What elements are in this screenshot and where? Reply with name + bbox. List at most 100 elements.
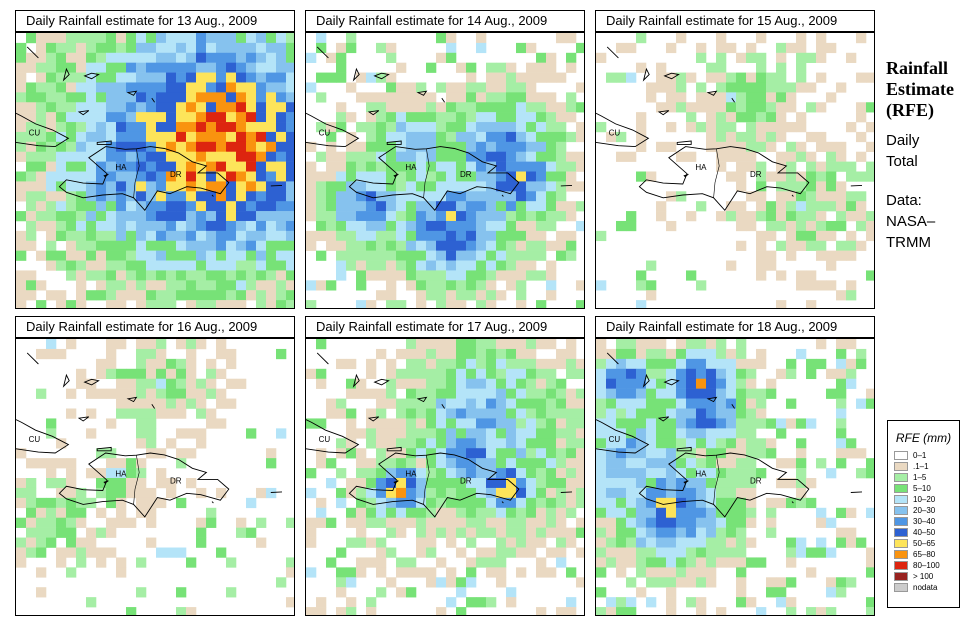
rainfall-cell [236,82,247,93]
legend-swatch [894,495,908,504]
rainfall-cell [356,250,367,261]
rainfall-cell [816,131,827,143]
rainfall-cell [476,161,487,172]
rainfall-cell [496,339,507,350]
rainfall-cell [436,201,447,212]
rainfall-cell [496,220,507,232]
rainfall-cell [136,151,147,162]
rainfall-cell [316,72,327,83]
coastline [731,404,735,409]
rainfall-cell [286,300,294,308]
rainfall-cell [566,388,577,399]
rainfall-cell [336,102,347,113]
rainfall-cell [626,478,637,489]
rainfall-cell [266,171,277,182]
rainfall-cell [386,418,397,429]
rainfall-cell [496,181,507,192]
coastline [850,491,863,493]
coastline [77,416,90,422]
rainfall-cell [406,517,417,528]
rainfall-cell [676,448,687,459]
rainfall-cell [76,368,87,380]
rainfall-cell [806,368,817,380]
coastline [441,97,445,103]
rainfall-cell [16,547,27,558]
rainfall-cell [726,92,737,103]
rainfall-cell [646,497,657,509]
rainfall-cell [596,122,607,133]
rainfall-cell [486,211,497,222]
rainfall-cell [446,438,457,449]
rainfall-cell [206,52,217,63]
rainfall-cell [386,72,397,83]
rainfall-cell [596,507,607,519]
rainfall-cell [386,230,397,242]
rainfall-cell [446,270,457,281]
rainfall-cell [456,517,467,528]
rainfall-cell [556,112,567,123]
rainfall-cell [596,388,607,399]
rainfall-cell [196,388,207,399]
rainfall-cell [676,398,687,409]
rainfall-cell [426,378,437,389]
rainfall-cell [136,82,147,93]
rainfall-cell [26,92,37,103]
rainfall-cell [576,517,584,528]
rainfall-cell [476,348,487,360]
rainfall-cell [286,102,294,113]
rainfall-cell [76,290,87,301]
rainfall-cell [406,388,417,399]
rainfall-cell [306,230,317,242]
rainfall-cell [616,517,627,528]
rainfall-cell [736,487,747,499]
rainfall-cell [766,438,777,449]
coastline [596,112,650,148]
rainfall-cell [416,478,427,489]
rainfall-cell [616,557,627,568]
rainfall-cell [56,527,67,538]
coastline [791,194,794,197]
rainfall-map: CU HA DR [595,338,875,616]
rainfall-cell [756,358,767,370]
rainfall-cell [446,52,457,63]
rainfall-cell [276,33,287,44]
rainfall-cell [286,171,294,182]
rainfall-cell [456,378,467,389]
rainfall-cell [386,547,397,558]
rainfall-cell [696,597,707,608]
rainfall-cell [506,547,517,558]
rainfall-cell [346,171,357,182]
rainfall-cell [206,368,217,380]
rainfall-cell [156,220,167,232]
rainfall-cell [216,181,227,192]
rainfall-cell [656,358,667,370]
panel-title: Daily Rainfall estimate for 14 Aug., 200… [305,10,585,32]
rainfall-cell [506,82,517,93]
rainfall-cell [716,122,727,133]
rainfall-cell [666,507,677,519]
rainfall-cell [146,72,157,83]
rainfall-cell [236,280,247,291]
rainfall-cell [456,201,467,212]
rainfall-cell [406,339,417,350]
rainfall-cell [276,250,287,261]
rainfall-cell [466,82,477,93]
rainfall-cell [116,131,127,143]
rainfall-cell [276,211,287,222]
rainfall-cell [506,438,517,449]
rainfall-cell [416,161,427,172]
legend-item: 50–65 [894,538,959,549]
rainfall-cell [386,240,397,251]
coastline [676,446,692,452]
rainfall-cell [66,300,77,308]
rainfall-cell [716,42,727,54]
rainfall-cell [116,517,127,528]
side-title: Rainfall Estimate (RFE) [886,58,954,121]
rainfall-cell [156,270,167,281]
rainfall-cell [196,240,207,251]
legend-label: 65–80 [913,550,936,559]
rainfall-cell [726,42,737,54]
rainfall-cell [106,181,117,192]
rainfall-cell [146,191,157,202]
rainfall-cell [736,577,747,588]
